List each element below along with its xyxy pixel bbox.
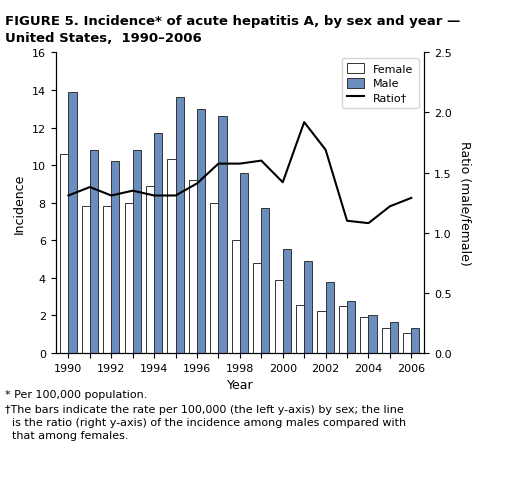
Bar — [90, 151, 98, 353]
Text: * Per 100,000 population.: * Per 100,000 population. — [5, 390, 147, 400]
Bar — [82, 207, 90, 353]
Bar — [253, 263, 261, 353]
Legend: Female, Male, Ratio†: Female, Male, Ratio† — [341, 59, 419, 109]
Y-axis label: Ratio (male/female): Ratio (male/female) — [458, 141, 471, 266]
Bar — [347, 302, 355, 353]
Bar — [382, 328, 390, 353]
Bar — [403, 333, 412, 353]
Bar — [326, 282, 334, 353]
Text: that among females.: that among females. — [5, 430, 129, 440]
Bar — [240, 173, 248, 353]
Bar — [219, 117, 227, 353]
Bar — [318, 311, 326, 353]
Text: †The bars indicate the rate per 100,000 (the left y-axis) by sex; the line: †The bars indicate the rate per 100,000 … — [5, 404, 404, 414]
Bar — [232, 241, 240, 353]
Bar — [154, 134, 162, 353]
Bar — [125, 203, 133, 353]
Bar — [60, 154, 68, 353]
Bar — [412, 328, 420, 353]
Bar — [339, 306, 347, 353]
Bar — [197, 109, 205, 353]
Bar — [361, 318, 369, 353]
Bar — [304, 261, 312, 353]
Bar — [296, 305, 304, 353]
Bar — [103, 207, 111, 353]
Bar — [68, 92, 77, 353]
Bar — [283, 249, 291, 353]
Text: FIGURE 5. Incidence* of acute hepatitis A, by sex and year —: FIGURE 5. Incidence* of acute hepatitis … — [5, 15, 461, 28]
Text: United States,  1990–2006: United States, 1990–2006 — [5, 31, 202, 45]
Bar — [133, 151, 141, 353]
Bar — [111, 162, 119, 353]
Bar — [210, 203, 219, 353]
Bar — [176, 98, 184, 353]
Bar — [146, 186, 154, 353]
Bar — [275, 280, 283, 353]
Y-axis label: Incidence: Incidence — [13, 173, 26, 233]
Bar — [168, 159, 176, 353]
X-axis label: Year: Year — [227, 378, 253, 392]
Text: is the ratio (right y-axis) of the incidence among males compared with: is the ratio (right y-axis) of the incid… — [5, 417, 406, 427]
Bar — [390, 322, 398, 353]
Bar — [369, 315, 377, 353]
Bar — [189, 181, 197, 353]
Bar — [261, 209, 270, 353]
